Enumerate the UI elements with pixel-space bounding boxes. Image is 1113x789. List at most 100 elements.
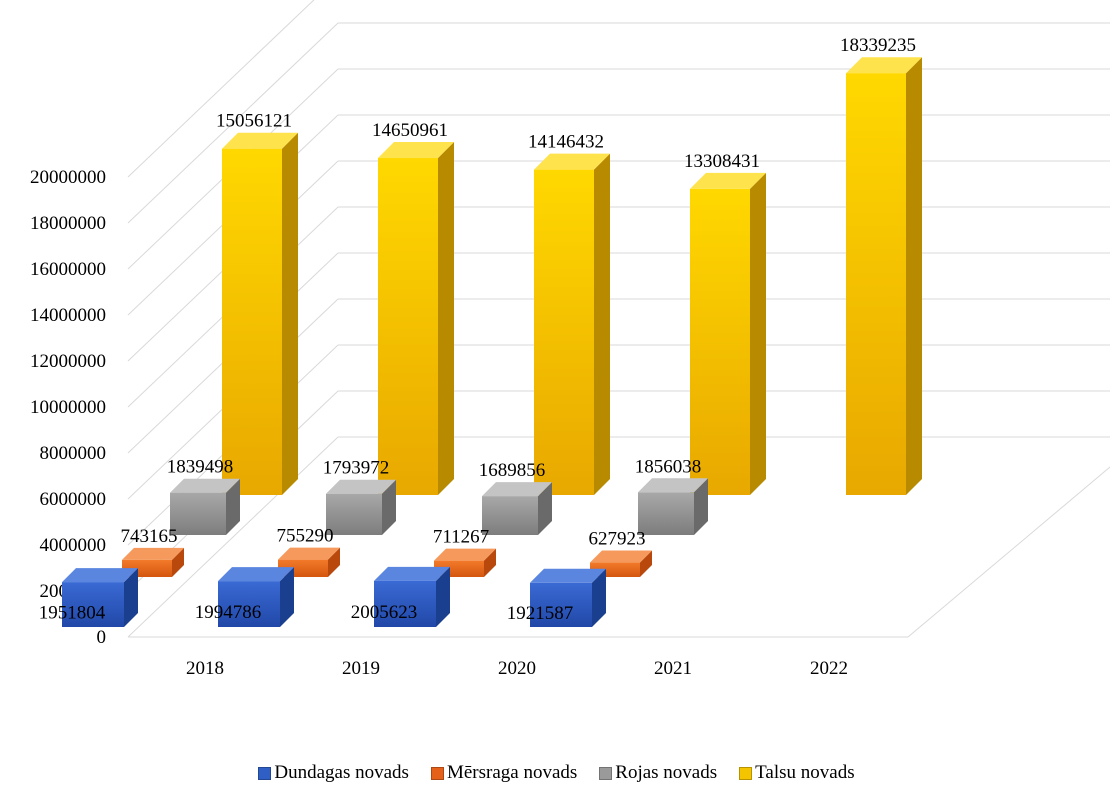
bar-top [378, 142, 454, 159]
y-tick-label: 6000000 [40, 489, 107, 510]
legend: Dundagas novads Mērsraga novads Rojas no… [0, 762, 1113, 784]
legend-label: Rojas novads [615, 762, 718, 783]
bar-side [594, 153, 610, 495]
data-label: 2005623 [351, 602, 418, 623]
bar-top [170, 478, 240, 493]
data-label: 1951804 [39, 603, 106, 624]
bar-top [846, 57, 922, 74]
bar-side [382, 479, 396, 535]
bar-rojas-novads-2019 [326, 479, 396, 535]
bar-side [436, 566, 450, 627]
bar-top [62, 568, 138, 583]
y-tick-label: 4000000 [40, 535, 107, 556]
bar-side [438, 142, 454, 495]
bar-side [592, 568, 606, 627]
gridline [127, 0, 315, 178]
bar-side [538, 482, 552, 535]
bar-side [694, 478, 708, 535]
y-tick-label: 0 [97, 627, 107, 648]
data-label: 1839498 [167, 457, 234, 478]
x-tick-label: 2018 [186, 658, 224, 679]
bar-top [218, 567, 294, 582]
x-tick-label: 2020 [498, 658, 536, 679]
bar-dundagas-novads-2018 [62, 568, 138, 627]
legend-swatch [430, 766, 444, 780]
data-label: 15056121 [216, 111, 292, 132]
data-label: 755290 [277, 526, 334, 547]
bar-front [690, 188, 750, 496]
bar-front [222, 148, 282, 495]
data-label: 711267 [433, 527, 489, 548]
legend-item: Rojas novads [599, 762, 717, 784]
x-tick-label: 2019 [342, 658, 380, 679]
legend-swatch [258, 766, 272, 780]
y-tick-label: 12000000 [30, 351, 106, 372]
data-label: 18339235 [840, 35, 916, 56]
bar-front [326, 493, 382, 535]
legend-label: Dundagas novads [274, 762, 409, 783]
data-label: 1921587 [507, 603, 574, 624]
data-label: 627923 [589, 529, 646, 550]
y-tick-label: 10000000 [30, 397, 106, 418]
bar-top [590, 550, 652, 563]
y-tick-label: 8000000 [40, 443, 107, 464]
bar-side [226, 478, 240, 535]
data-label: 14146432 [528, 132, 604, 153]
bar-talsu-novads-2019 [378, 142, 454, 495]
bar-front [482, 496, 538, 535]
bar-talsu-novads-2021 [690, 172, 766, 496]
bar-side [280, 567, 294, 627]
floor-edge [907, 466, 1111, 638]
bar-top [434, 548, 496, 561]
data-label: 13308431 [684, 151, 760, 172]
bar-side [328, 547, 340, 577]
bar-top [278, 547, 340, 560]
gridline [127, 22, 339, 224]
bar-front [530, 582, 592, 627]
bar-rojas-novads-2018 [170, 478, 240, 535]
bar-side [124, 568, 138, 627]
data-label: 14650961 [372, 120, 448, 141]
y-tick-label: 14000000 [30, 305, 106, 326]
y-tick-label: 18000000 [30, 213, 106, 234]
bar-front [378, 158, 438, 495]
bar-front [170, 492, 226, 535]
bar-rojas-novads-2020 [482, 482, 552, 535]
bar-front [218, 581, 280, 627]
legend-label: Mērsraga novads [446, 762, 578, 783]
bar-front [62, 582, 124, 627]
bar-dundagas-novads-2021 [530, 568, 606, 627]
bar-front [374, 580, 436, 627]
data-label: 1689856 [479, 460, 546, 481]
bar-talsu-novads-2020 [534, 153, 610, 495]
bar-top [534, 153, 610, 170]
bar-dundagas-novads-2019 [218, 567, 294, 627]
legend-swatch [739, 766, 753, 780]
bar-side [640, 550, 652, 577]
bar-top [482, 482, 552, 497]
x-tick-label: 2022 [810, 658, 848, 679]
bar-top [638, 478, 708, 493]
legend-swatch [599, 766, 613, 780]
legend-label: Talsu novads [755, 762, 855, 783]
data-label: 1856038 [635, 456, 702, 477]
bar-top [326, 479, 396, 494]
bar-rojas-novads-2021 [638, 478, 708, 535]
bar-m-rsraga-novads-2021 [590, 550, 652, 577]
bar-front [534, 169, 594, 495]
data-label: 1994786 [195, 602, 262, 623]
bar-front [638, 492, 694, 535]
bar-side [282, 132, 298, 495]
bar-dundagas-novads-2020 [374, 566, 450, 627]
y-tick-label: 20000000 [30, 167, 106, 188]
bar-side [484, 548, 496, 577]
data-label: 1793972 [323, 458, 390, 479]
legend-item: Dundagas novads [258, 762, 409, 784]
bar-top [122, 547, 184, 560]
legend-item: Talsu novads [739, 762, 855, 784]
legend-item: Mērsraga novads [430, 762, 578, 784]
bar-top [222, 132, 298, 149]
bar-talsu-novads-2022 [846, 57, 922, 495]
bar-front [846, 73, 906, 495]
